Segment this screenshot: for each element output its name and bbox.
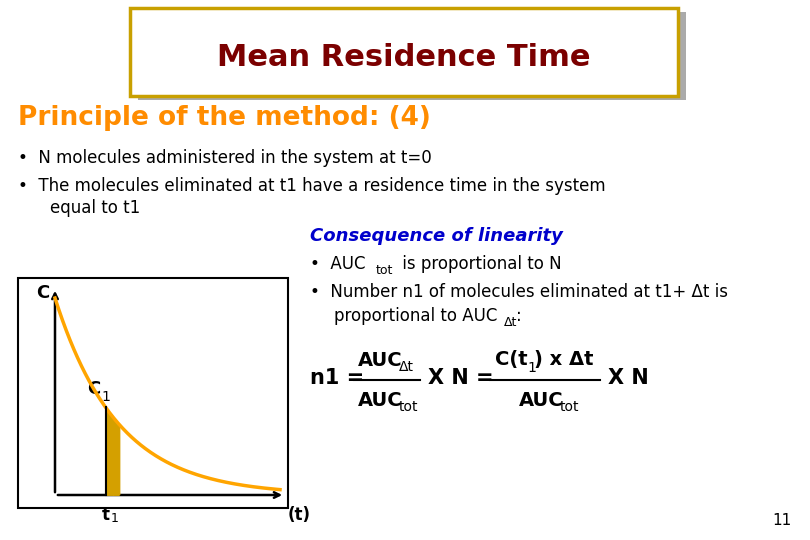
Text: •  N molecules administered in the system at t=0: • N molecules administered in the system… <box>18 149 432 167</box>
Text: tot: tot <box>560 400 579 414</box>
Text: •  Number n1 of molecules eliminated at t1+ Δt is: • Number n1 of molecules eliminated at t… <box>310 283 728 301</box>
Text: (t): (t) <box>288 506 311 524</box>
Text: 1: 1 <box>111 512 118 525</box>
Text: Consequence of linearity: Consequence of linearity <box>310 227 563 245</box>
FancyBboxPatch shape <box>130 8 678 96</box>
Text: t: t <box>101 506 109 524</box>
Text: tot: tot <box>376 264 394 276</box>
Text: tot: tot <box>399 400 419 414</box>
Text: n1 =: n1 = <box>310 368 372 388</box>
Text: C: C <box>36 284 49 302</box>
Text: Δt: Δt <box>504 315 518 328</box>
Text: Principle of the method: (4): Principle of the method: (4) <box>18 105 431 131</box>
Text: 1: 1 <box>101 390 110 404</box>
Text: 1: 1 <box>527 361 536 375</box>
Text: AUC: AUC <box>358 390 403 409</box>
Text: equal to t1: equal to t1 <box>50 199 140 217</box>
Text: Mean Residence Time: Mean Residence Time <box>217 44 590 72</box>
Text: •  The molecules eliminated at t1 have a residence time in the system: • The molecules eliminated at t1 have a … <box>18 177 606 195</box>
Text: AUC: AUC <box>519 390 564 409</box>
Text: :: : <box>516 307 522 325</box>
Text: C(t: C(t <box>495 350 527 369</box>
Text: AUC: AUC <box>358 350 403 369</box>
Text: is proportional to N: is proportional to N <box>397 255 561 273</box>
Text: •  AUC: • AUC <box>310 255 365 273</box>
Text: X N: X N <box>608 368 649 388</box>
FancyBboxPatch shape <box>138 12 686 100</box>
Text: X N =: X N = <box>428 368 493 388</box>
FancyBboxPatch shape <box>18 278 288 508</box>
Text: 11: 11 <box>773 513 792 528</box>
Text: ) x Δt: ) x Δt <box>534 350 594 369</box>
Text: proportional to AUC: proportional to AUC <box>334 307 497 325</box>
Text: Δt: Δt <box>399 360 414 374</box>
Text: C: C <box>87 380 100 399</box>
